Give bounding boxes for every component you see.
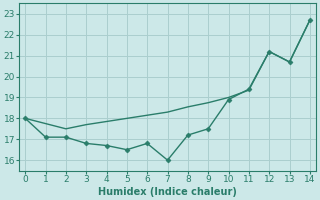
X-axis label: Humidex (Indice chaleur): Humidex (Indice chaleur) xyxy=(98,187,237,197)
